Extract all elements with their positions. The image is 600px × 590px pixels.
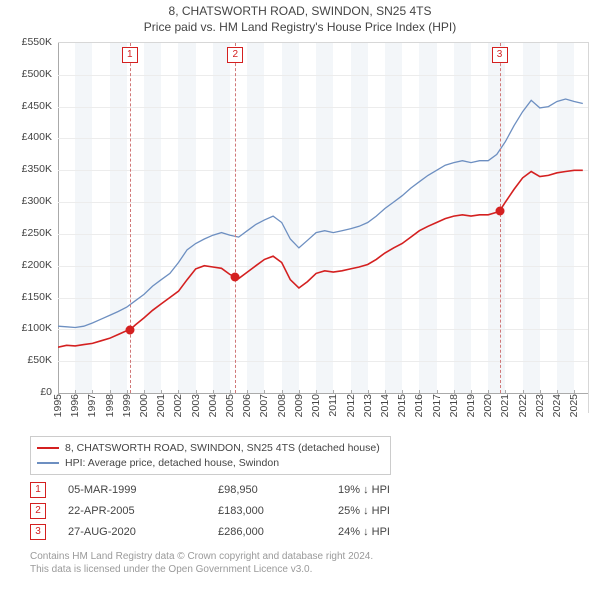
x-tick-label: 2023	[534, 394, 546, 417]
sale-delta: 19% ↓ HPI	[338, 480, 448, 501]
x-tick-label: 1997	[86, 394, 98, 417]
x-tick-label: 2009	[293, 394, 305, 417]
sale-date: 27-AUG-2020	[68, 522, 218, 543]
chart-page: 8, CHATSWORTH ROAD, SWINDON, SN25 4TS Pr…	[0, 0, 600, 590]
sale-marker-line	[235, 43, 236, 393]
sale-date: 22-APR-2005	[68, 501, 218, 522]
title-address: 8, CHATSWORTH ROAD, SWINDON, SN25 4TS	[0, 4, 600, 20]
sale-row: 1 05-MAR-1999£98,95019% ↓ HPI	[30, 480, 448, 501]
sale-marker-dot	[125, 326, 134, 335]
x-tick-label: 2012	[345, 394, 357, 417]
sale-delta: 24% ↓ HPI	[338, 522, 448, 543]
legend-box: 8, CHATSWORTH ROAD, SWINDON, SN25 4TS (d…	[30, 436, 391, 475]
sale-date: 05-MAR-1999	[68, 480, 218, 501]
plot-area: 1 2 3	[58, 43, 588, 394]
title-subtitle: Price paid vs. HM Land Registry's House …	[0, 20, 600, 36]
sale-marker-number: 1	[122, 47, 138, 63]
x-tick-label: 1998	[104, 394, 116, 417]
y-tick-label: £50K	[27, 354, 52, 366]
x-tick-label: 2013	[362, 394, 374, 417]
x-tick-label: 1995	[52, 394, 64, 417]
sale-price: £183,000	[218, 501, 338, 522]
x-tick-label: 1999	[121, 394, 133, 417]
x-tick-label: 2017	[431, 394, 443, 417]
y-tick-label: £200K	[22, 259, 52, 271]
sale-price: £286,000	[218, 522, 338, 543]
legend-label: 8, CHATSWORTH ROAD, SWINDON, SN25 4TS (d…	[65, 441, 380, 456]
sale-marker-number: 2	[227, 47, 243, 63]
footer-line-1: Contains HM Land Registry data © Crown c…	[30, 550, 373, 563]
series-line	[58, 99, 583, 328]
x-tick-label: 2020	[482, 394, 494, 417]
sale-num-box: 3	[30, 524, 46, 540]
x-axis-labels: 1995199619971998199920002001200220032004…	[58, 394, 588, 434]
sale-marker-number: 3	[492, 47, 508, 63]
sale-num-box: 2	[30, 503, 46, 519]
y-axis-labels: £0£50K£100K£150K£200K£250K£300K£350K£400…	[0, 42, 56, 392]
x-tick-label: 2000	[138, 394, 150, 417]
sale-row: 3 27-AUG-2020£286,00024% ↓ HPI	[30, 522, 448, 543]
y-tick-label: £350K	[22, 163, 52, 175]
x-tick-label: 2024	[551, 394, 563, 417]
sales-table: 1 05-MAR-1999£98,95019% ↓ HPI 2 22-APR-2005…	[30, 480, 448, 543]
y-tick-label: £450K	[22, 100, 52, 112]
sale-marker-line	[130, 43, 131, 393]
chart-area: 1 2 3	[58, 42, 589, 413]
footer-line-2: This data is licensed under the Open Gov…	[30, 563, 373, 576]
x-tick-label: 2025	[568, 394, 580, 417]
legend-item: 8, CHATSWORTH ROAD, SWINDON, SN25 4TS (d…	[37, 441, 380, 456]
x-tick-label: 2010	[310, 394, 322, 417]
sale-marker-line	[500, 43, 501, 393]
legend-swatch	[37, 462, 59, 464]
x-tick-label: 2015	[396, 394, 408, 417]
legend-swatch	[37, 447, 59, 449]
x-tick-label: 2019	[465, 394, 477, 417]
chart-title-block: 8, CHATSWORTH ROAD, SWINDON, SN25 4TS Pr…	[0, 0, 600, 35]
sale-row: 2 22-APR-2005£183,00025% ↓ HPI	[30, 501, 448, 522]
legend-label: HPI: Average price, detached house, Swin…	[65, 456, 279, 471]
x-tick-label: 2008	[276, 394, 288, 417]
y-tick-label: £0	[40, 386, 52, 398]
chart-svg	[58, 43, 588, 393]
y-tick-label: £150K	[22, 291, 52, 303]
x-tick-label: 2006	[241, 394, 253, 417]
x-tick-label: 2001	[155, 394, 167, 417]
x-tick-label: 2003	[190, 394, 202, 417]
sale-marker-dot	[495, 207, 504, 216]
x-tick-label: 2002	[172, 394, 184, 417]
y-tick-label: £300K	[22, 195, 52, 207]
footer-attribution: Contains HM Land Registry data © Crown c…	[30, 550, 373, 576]
x-tick-label: 2018	[448, 394, 460, 417]
y-tick-label: £100K	[22, 322, 52, 334]
sale-delta: 25% ↓ HPI	[338, 501, 448, 522]
x-tick-label: 2004	[207, 394, 219, 417]
x-tick-label: 2014	[379, 394, 391, 417]
y-tick-label: £550K	[22, 36, 52, 48]
y-tick-label: £500K	[22, 68, 52, 80]
x-tick-label: 1996	[69, 394, 81, 417]
x-tick-label: 2021	[499, 394, 511, 417]
sale-num-box: 1	[30, 482, 46, 498]
x-tick-label: 2022	[517, 394, 529, 417]
series-line	[58, 170, 583, 347]
y-tick-label: £400K	[22, 131, 52, 143]
sale-price: £98,950	[218, 480, 338, 501]
y-tick-label: £250K	[22, 227, 52, 239]
sale-marker-dot	[231, 272, 240, 281]
x-tick-label: 2016	[413, 394, 425, 417]
x-tick-label: 2007	[258, 394, 270, 417]
legend-item: HPI: Average price, detached house, Swin…	[37, 456, 380, 471]
x-tick-label: 2011	[327, 394, 339, 417]
x-tick-label: 2005	[224, 394, 236, 417]
